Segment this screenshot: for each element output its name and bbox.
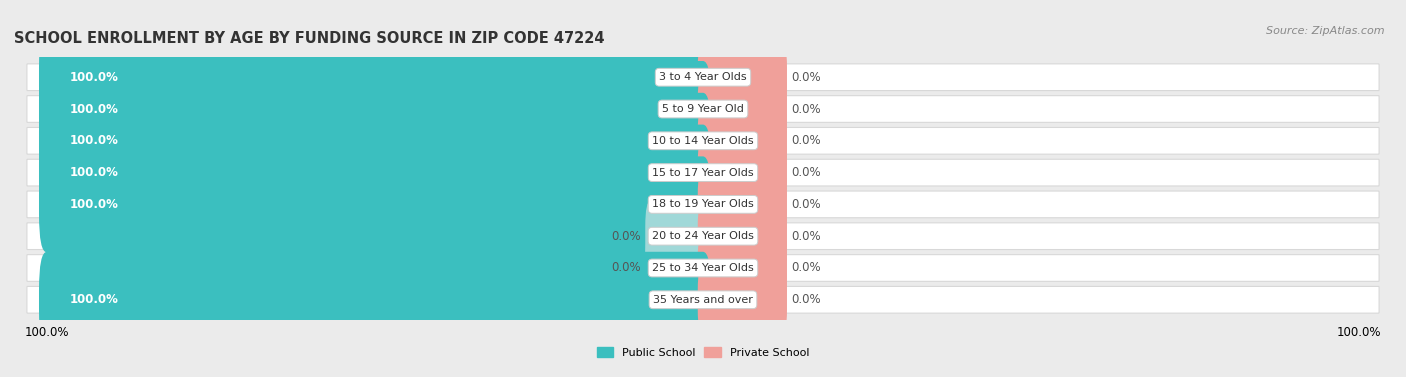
Text: 100.0%: 100.0%	[70, 293, 118, 306]
Text: 25 to 34 Year Olds: 25 to 34 Year Olds	[652, 263, 754, 273]
Legend: Public School, Private School: Public School, Private School	[592, 343, 814, 362]
Text: 0.0%: 0.0%	[612, 230, 641, 243]
FancyBboxPatch shape	[27, 191, 1379, 218]
Text: SCHOOL ENROLLMENT BY AGE BY FUNDING SOURCE IN ZIP CODE 47224: SCHOOL ENROLLMENT BY AGE BY FUNDING SOUR…	[14, 31, 605, 46]
FancyBboxPatch shape	[39, 61, 711, 157]
Text: 3 to 4 Year Olds: 3 to 4 Year Olds	[659, 72, 747, 82]
Text: 15 to 17 Year Olds: 15 to 17 Year Olds	[652, 168, 754, 178]
FancyBboxPatch shape	[697, 106, 787, 176]
Text: 0.0%: 0.0%	[792, 103, 821, 115]
FancyBboxPatch shape	[39, 252, 711, 348]
FancyBboxPatch shape	[645, 201, 709, 271]
Text: 0.0%: 0.0%	[792, 71, 821, 84]
Text: 0.0%: 0.0%	[792, 134, 821, 147]
Text: 100.0%: 100.0%	[70, 71, 118, 84]
Text: 18 to 19 Year Olds: 18 to 19 Year Olds	[652, 199, 754, 209]
FancyBboxPatch shape	[697, 137, 787, 208]
Text: 0.0%: 0.0%	[792, 293, 821, 306]
FancyBboxPatch shape	[697, 74, 787, 144]
FancyBboxPatch shape	[39, 156, 711, 253]
FancyBboxPatch shape	[27, 64, 1379, 90]
Text: 100.0%: 100.0%	[70, 198, 118, 211]
Text: 100.0%: 100.0%	[70, 134, 118, 147]
Text: 100.0%: 100.0%	[70, 103, 118, 115]
FancyBboxPatch shape	[27, 159, 1379, 186]
FancyBboxPatch shape	[697, 265, 787, 335]
Text: 0.0%: 0.0%	[792, 262, 821, 274]
FancyBboxPatch shape	[27, 254, 1379, 281]
Text: 10 to 14 Year Olds: 10 to 14 Year Olds	[652, 136, 754, 146]
Text: 0.0%: 0.0%	[612, 262, 641, 274]
Text: 0.0%: 0.0%	[792, 166, 821, 179]
Text: 35 Years and over: 35 Years and over	[652, 295, 754, 305]
FancyBboxPatch shape	[27, 223, 1379, 250]
FancyBboxPatch shape	[39, 93, 711, 189]
Text: 0.0%: 0.0%	[792, 230, 821, 243]
FancyBboxPatch shape	[645, 233, 709, 303]
Text: 100.0%: 100.0%	[70, 166, 118, 179]
FancyBboxPatch shape	[697, 233, 787, 303]
FancyBboxPatch shape	[27, 287, 1379, 313]
FancyBboxPatch shape	[39, 124, 711, 221]
FancyBboxPatch shape	[27, 127, 1379, 154]
FancyBboxPatch shape	[697, 169, 787, 240]
Text: 5 to 9 Year Old: 5 to 9 Year Old	[662, 104, 744, 114]
Text: Source: ZipAtlas.com: Source: ZipAtlas.com	[1267, 26, 1385, 37]
FancyBboxPatch shape	[697, 42, 787, 112]
FancyBboxPatch shape	[39, 29, 711, 125]
FancyBboxPatch shape	[697, 201, 787, 271]
Text: 20 to 24 Year Olds: 20 to 24 Year Olds	[652, 231, 754, 241]
Text: 0.0%: 0.0%	[792, 198, 821, 211]
FancyBboxPatch shape	[27, 96, 1379, 123]
